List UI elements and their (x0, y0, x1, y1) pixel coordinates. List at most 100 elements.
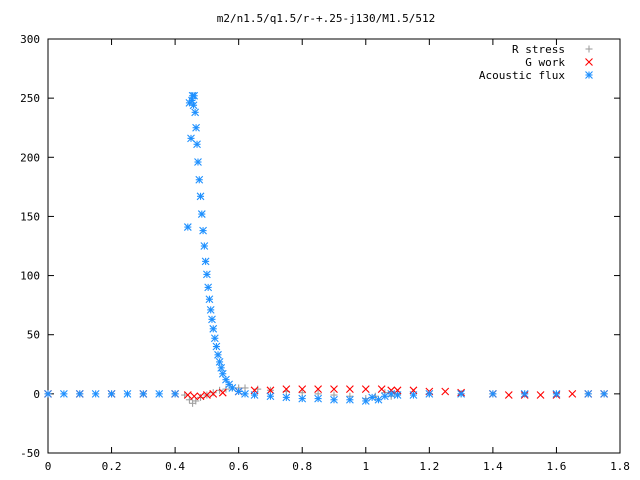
data-point (377, 385, 386, 394)
axis-ticks: 0 0.2 0.4 0.6 0.8 1 1.2 1.4 1.6 1.8 -50 0 50 100 150 20… (20, 33, 630, 473)
y-tick-label: 150 (20, 210, 40, 223)
data-point (195, 175, 204, 184)
data-point (520, 389, 529, 398)
data-point (250, 391, 259, 399)
data-point (298, 394, 307, 403)
data-point (193, 140, 201, 149)
x-tick-label: 0.8 (292, 460, 312, 473)
data-point (200, 242, 209, 250)
data-point (266, 386, 275, 395)
data-point (266, 392, 275, 401)
data-point (206, 305, 215, 314)
data-point (218, 388, 227, 397)
data-point (425, 389, 434, 398)
data-point (191, 108, 200, 117)
data-point (189, 101, 198, 110)
data-point (187, 134, 195, 143)
data-point (155, 389, 164, 398)
data-point (228, 384, 237, 392)
data-point (209, 389, 218, 398)
data-point (361, 385, 370, 394)
y-tick-label: 200 (20, 151, 40, 164)
x-tick-label: 0.2 (102, 460, 122, 473)
data-point (568, 389, 577, 398)
data-point (183, 391, 192, 399)
data-point (222, 375, 230, 384)
data-point (44, 389, 52, 398)
data-point (217, 363, 226, 372)
data-point (314, 385, 323, 394)
x-tick-label: 1.2 (419, 460, 439, 473)
data-point (190, 392, 199, 401)
legend-label: R stress (512, 43, 565, 56)
data-point (202, 270, 211, 279)
data-point (185, 396, 193, 404)
data-point (123, 389, 132, 398)
y-tick-label: -50 (20, 447, 40, 460)
data-point (192, 123, 200, 132)
data-point (208, 315, 216, 324)
data-point (199, 226, 207, 235)
y-tick-label: 250 (20, 92, 40, 105)
x-tick-label: 1 (362, 460, 369, 473)
data-point (393, 391, 402, 399)
data-point (504, 391, 513, 399)
data-point (196, 192, 205, 201)
data-point (241, 389, 249, 398)
data-point (192, 397, 200, 405)
data-point (91, 389, 100, 398)
data-point (201, 257, 210, 266)
x-tick-label: 1.8 (610, 460, 630, 473)
data-point (345, 395, 354, 404)
x-tick-label: 0.4 (165, 460, 185, 473)
data-point (361, 397, 370, 405)
plot-frame (47, 38, 621, 454)
legend-label: Acoustic flux (479, 69, 565, 82)
series-2 (44, 91, 608, 405)
data-point (282, 393, 291, 402)
data-point (330, 395, 338, 404)
data-point (298, 385, 307, 394)
legend-marker (585, 45, 593, 53)
data-point (214, 350, 222, 359)
legend-marker (585, 71, 593, 79)
series-layer (44, 91, 608, 407)
data-point (387, 386, 396, 395)
data-point (282, 385, 291, 394)
x-tick-label: 1.6 (547, 460, 567, 473)
y-tick-label: 50 (27, 329, 40, 342)
data-point (204, 283, 213, 292)
data-point (387, 389, 396, 398)
legend-marker (585, 58, 593, 66)
data-point (75, 389, 84, 398)
data-point (210, 334, 219, 343)
data-point (314, 394, 323, 403)
data-point (234, 387, 243, 396)
data-point (209, 324, 218, 333)
y-tick-label: 300 (20, 33, 40, 46)
data-point (190, 91, 199, 100)
data-point (59, 389, 68, 398)
data-point (183, 223, 192, 231)
y-tick-label: 100 (20, 270, 40, 283)
data-point (215, 358, 224, 366)
data-point (298, 389, 306, 397)
data-point (205, 295, 214, 304)
data-point (171, 389, 180, 398)
x-tick-label: 1.4 (483, 460, 503, 473)
data-point (374, 395, 383, 404)
data-point (212, 342, 221, 351)
data-point (600, 389, 608, 398)
legend-label: G work (525, 56, 565, 69)
x-tick-label: 0 (45, 460, 52, 473)
data-point (181, 391, 189, 399)
data-point (368, 393, 377, 402)
data-point (194, 158, 202, 166)
data-point (441, 387, 450, 396)
data-point (107, 389, 116, 398)
data-point (380, 392, 389, 401)
data-point (139, 389, 148, 398)
data-point (330, 385, 338, 394)
